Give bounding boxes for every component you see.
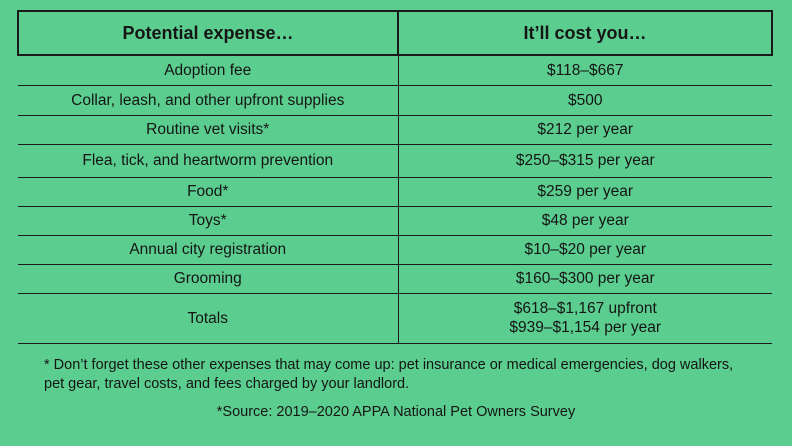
table-row: Food* $259 per year bbox=[18, 176, 772, 206]
cost-line: $118–$667 bbox=[547, 61, 624, 79]
cost-cell: $48 per year bbox=[398, 205, 772, 235]
expense-cell: Annual city registration bbox=[18, 234, 399, 264]
expense-column-header: Potential expense… bbox=[17, 10, 399, 56]
cost-line: $500 bbox=[568, 91, 603, 109]
cost-cell: $10–$20 per year bbox=[398, 234, 772, 264]
table-row: Routine vet visits* $212 per year bbox=[18, 114, 772, 144]
cost-cell: $212 per year bbox=[398, 114, 772, 144]
cost-cell: $500 bbox=[398, 84, 772, 115]
cost-cell: $259 per year bbox=[398, 176, 772, 206]
cost-column-header: It’ll cost you… bbox=[397, 10, 773, 56]
cost-cell: $618–$1,167 upfront $939–$1,154 per year bbox=[398, 292, 772, 344]
cost-line: $259 per year bbox=[537, 183, 634, 200]
expense-cell: Flea, tick, and heartworm prevention bbox=[18, 143, 399, 177]
source-note: *Source: 2019–2020 APPA National Pet Own… bbox=[216, 404, 576, 420]
cost-line: $939–$1,154 per year bbox=[509, 319, 662, 336]
footnote: * Don’t forget these other expenses that… bbox=[44, 357, 734, 392]
table-header-row: Potential expense… It’ll cost you… bbox=[17, 10, 773, 56]
table-row: Flea, tick, and heartworm prevention $250… bbox=[18, 143, 772, 177]
expense-cell: Toys* bbox=[18, 205, 399, 235]
cost-line: $212 per year bbox=[537, 121, 634, 138]
table-body: Adoption fee $118–$667 Collar, leash, and … bbox=[18, 54, 772, 344]
table-row: Grooming $160–$300 per year bbox=[18, 263, 772, 293]
cost-cell: $160–$300 per year bbox=[398, 263, 772, 293]
cost-cell: $250–$315 per year bbox=[398, 143, 772, 177]
expense-cell: Adoption fee bbox=[18, 54, 399, 85]
cost-line: $618–$1,167 upfront bbox=[513, 300, 657, 317]
table-row: Adoption fee $118–$667 bbox=[18, 54, 772, 85]
cost-line: $10–$20 per year bbox=[524, 241, 646, 258]
table-row: Toys* $48 per year bbox=[18, 205, 772, 235]
cost-line: $160–$300 per year bbox=[515, 270, 655, 287]
expense-cell: Totals bbox=[18, 292, 399, 344]
table-row: Annual city registration $10–$20 per year bbox=[18, 234, 772, 264]
expense-cell: Routine vet visits* bbox=[18, 114, 399, 144]
cost-line: $250–$315 per year bbox=[515, 152, 655, 169]
expense-cell: Food* bbox=[18, 176, 399, 206]
expense-table: Potential expense… It’ll cost you… Adopt… bbox=[17, 10, 773, 344]
expense-cell: Collar, leash, and other upfront supplie… bbox=[18, 84, 399, 115]
cost-cell: $118–$667 bbox=[398, 54, 772, 85]
cost-line: $48 per year bbox=[541, 212, 629, 229]
table-row: Collar, leash, and other upfront supplie… bbox=[18, 84, 772, 115]
table-row: Totals $618–$1,167 upfront $939–$1,154 per… bbox=[18, 292, 772, 344]
expense-cell: Grooming bbox=[18, 263, 399, 293]
